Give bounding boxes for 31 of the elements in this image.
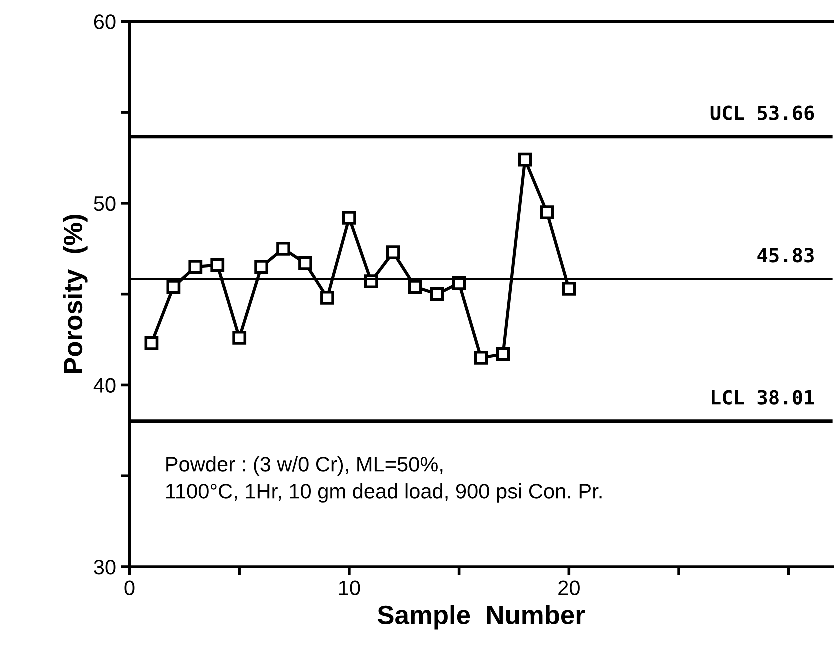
point bbox=[276, 242, 290, 256]
point bbox=[430, 287, 444, 302]
x-tick-label: 20 bbox=[558, 580, 580, 596]
point bbox=[540, 206, 554, 220]
point bbox=[298, 256, 312, 270]
y-tick-label: 60 bbox=[94, 14, 116, 30]
point bbox=[320, 291, 334, 305]
ref-line-label: 45.83 bbox=[758, 248, 814, 263]
point bbox=[408, 280, 422, 294]
point bbox=[562, 282, 576, 296]
point bbox=[518, 152, 532, 167]
y-tick-label: 40 bbox=[94, 378, 116, 393]
point bbox=[232, 331, 247, 345]
point bbox=[188, 260, 203, 274]
point bbox=[474, 351, 488, 365]
y-axis-title: Porosity (%) bbox=[63, 215, 88, 374]
point bbox=[144, 336, 159, 350]
point bbox=[386, 246, 400, 260]
y-tick-label: 30 bbox=[94, 560, 116, 575]
point bbox=[342, 211, 356, 225]
point bbox=[254, 260, 269, 274]
point bbox=[166, 280, 181, 294]
x-tick-label: 0 bbox=[124, 580, 135, 596]
ref-line-label: LCL 38.01 bbox=[712, 390, 814, 405]
y-tick-label: 50 bbox=[94, 196, 116, 212]
point bbox=[210, 258, 225, 272]
annotation: Powder : (3 w/0 Cr), ML=50%, 1100°C, 1Hr, 10 gm dead load, 900 psi Con. Pr. bbox=[166, 456, 602, 503]
x-tick-label: 10 bbox=[339, 580, 360, 596]
ref-line-label: UCL 53.66 bbox=[710, 106, 814, 120]
point bbox=[496, 347, 510, 362]
x-axis-title: Sample Number bbox=[378, 605, 585, 630]
